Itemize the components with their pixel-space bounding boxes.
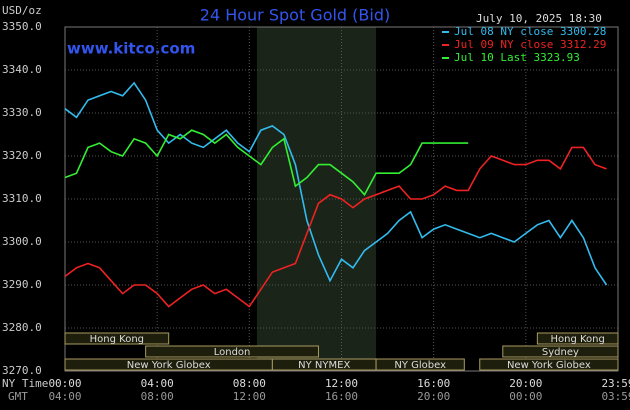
- y-tick-label: 3280.0: [2, 321, 42, 334]
- series-line: [64, 81, 608, 286]
- legend-entry: Jul 10 Last 3323.93: [454, 51, 580, 64]
- session-label: NY NYMEX: [298, 360, 350, 371]
- x-row-label: NY Time: [2, 377, 48, 390]
- gmt-tick-label: 04:00: [48, 390, 81, 403]
- legend-entry: Jul 08 NY close 3300.28: [454, 25, 606, 38]
- y-tick-label: 3350.0: [2, 20, 42, 33]
- session-label: NY Globex: [394, 360, 446, 371]
- session-label: Hong Kong: [550, 334, 604, 345]
- gmt-tick-label: 08:00: [141, 390, 174, 403]
- session-label: New York Globex: [507, 360, 591, 371]
- series-line: [64, 146, 607, 308]
- session-label: London: [214, 347, 251, 358]
- gmt-tick-label: 12:00: [233, 390, 266, 403]
- gmt-tick-label: 00:00: [509, 390, 542, 403]
- gmt-row-label: GMT: [8, 390, 28, 403]
- series-line: [64, 129, 469, 197]
- gmt-tick-label: 16:00: [325, 390, 358, 403]
- session-box: [502, 345, 619, 358]
- gmt-tick-label: 20:00: [417, 390, 450, 403]
- x-tick-label: 16:00: [417, 377, 450, 390]
- y-axis-label: USD/oz: [2, 4, 42, 17]
- y-tick-label: 3340.0: [2, 63, 42, 76]
- y-tick-label: 3290.0: [2, 278, 42, 291]
- session-box: [479, 358, 619, 371]
- x-tick-label: 12:00: [325, 377, 358, 390]
- session-label: Sydney: [542, 347, 579, 358]
- x-tick-label: 08:00: [233, 377, 266, 390]
- x-tick-label: 23:59: [601, 377, 630, 390]
- plot-frame: [64, 26, 619, 372]
- x-tick-label: 20:00: [509, 377, 542, 390]
- session-label: New York Globex: [127, 360, 211, 371]
- y-tick-label: 3300.0: [2, 235, 42, 248]
- legend-entry: Jul 09 NY close 3312.29: [454, 38, 606, 51]
- session-box: [145, 345, 319, 358]
- chart-title: 24 Hour Spot Gold (Bid): [200, 6, 390, 25]
- gmt-tick-label: 03:59: [601, 390, 630, 403]
- x-tick-label: 04:00: [141, 377, 174, 390]
- timestamp: July 10, 2025 18:30: [476, 12, 602, 25]
- y-tick-label: 3270.0: [2, 364, 42, 377]
- y-tick-label: 3310.0: [2, 192, 42, 205]
- session-box: [536, 332, 619, 345]
- website: www.kitco.com: [67, 40, 195, 58]
- session-label: Hong Kong: [90, 334, 144, 345]
- session-box: [375, 358, 465, 371]
- y-tick-label: 3320.0: [2, 149, 42, 162]
- x-tick-label: 00:00: [48, 377, 81, 390]
- y-tick-label: 3330.0: [2, 106, 42, 119]
- highlight-band: [256, 27, 377, 371]
- session-box: [64, 332, 170, 345]
